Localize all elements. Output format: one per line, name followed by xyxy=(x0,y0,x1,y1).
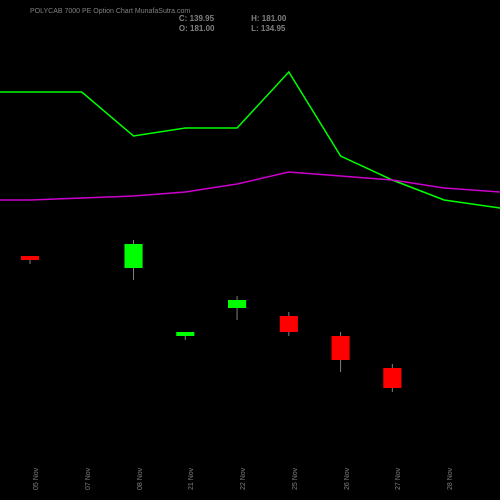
candles-group xyxy=(21,240,401,392)
x-axis-labels: 05 Nov07 Nov08 Nov21 Nov22 Nov25 Nov26 N… xyxy=(30,450,470,490)
top-line xyxy=(0,72,500,208)
mid-line xyxy=(0,172,500,200)
candle-body xyxy=(383,368,401,388)
option-chart: POLYCAB 7000 PE Option Chart MunafaSutra… xyxy=(0,0,500,500)
candle-body xyxy=(124,244,142,268)
candle-body xyxy=(176,332,194,336)
candle-body xyxy=(332,336,350,360)
candle-body xyxy=(228,300,246,308)
candle-body xyxy=(21,256,39,260)
chart-svg xyxy=(0,0,500,500)
candle-body xyxy=(280,316,298,332)
